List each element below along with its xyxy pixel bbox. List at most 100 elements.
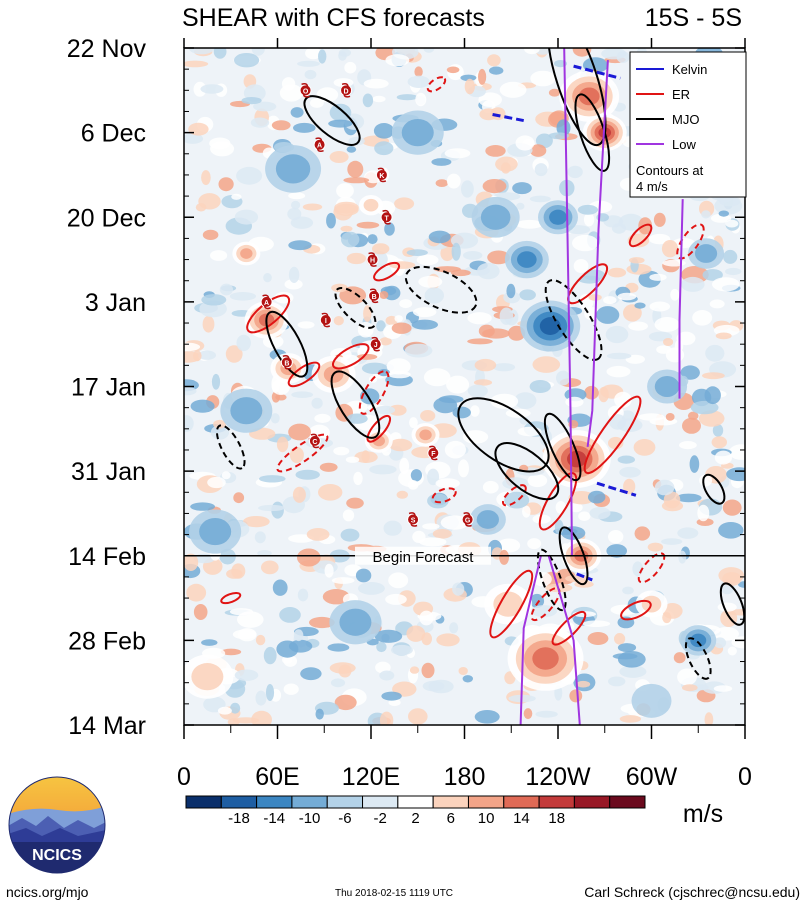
anomaly-cell — [588, 294, 602, 301]
anomaly-cell — [399, 299, 413, 309]
colorbar-bin — [503, 795, 540, 809]
mjo-contour — [494, 442, 560, 501]
anomaly-cell — [202, 229, 219, 240]
anomaly-cell — [340, 225, 353, 232]
anomaly-cell — [319, 462, 338, 472]
anomaly-cell — [731, 636, 745, 649]
anomaly-cell — [388, 698, 401, 707]
storm-marker: B — [368, 288, 381, 304]
anomaly-cell — [217, 706, 232, 715]
anomaly-cell — [373, 123, 395, 139]
anomaly-cell — [572, 234, 599, 252]
anomaly-cell — [374, 405, 396, 415]
anomaly-cell — [341, 231, 360, 248]
legend-label: ER — [672, 87, 690, 102]
anomaly-blob — [265, 145, 322, 193]
anomaly-cell — [529, 144, 547, 157]
anomaly-level — [690, 633, 707, 648]
colorbar-tick-label: -10 — [299, 810, 321, 827]
anomaly-level — [539, 317, 561, 335]
mjo-contour — [558, 526, 589, 586]
anomaly-level — [419, 429, 432, 441]
anomaly-cell — [297, 60, 320, 67]
anomaly-cell — [431, 158, 452, 166]
low-contour — [563, 48, 573, 556]
anomaly-cell — [407, 75, 430, 89]
anomaly-cell — [485, 145, 506, 157]
anomaly-blob — [538, 200, 578, 235]
anomaly-cell — [718, 210, 729, 217]
anomaly-level — [230, 397, 263, 425]
y-tick-label: 14 Feb — [68, 543, 146, 571]
kelvin-contour — [492, 113, 525, 123]
storm-symbol — [299, 84, 312, 97]
anomaly-cell — [184, 133, 204, 144]
anomaly-level — [694, 244, 718, 263]
anomaly-cell — [346, 497, 364, 509]
storm-swirl — [408, 512, 418, 527]
anomaly-cell — [218, 177, 234, 192]
anomaly-cell — [588, 490, 606, 504]
anomaly-cell — [435, 478, 460, 489]
anomaly-level — [631, 683, 672, 718]
anomaly-cell — [444, 440, 466, 459]
anomaly-cell — [234, 669, 259, 681]
anomaly-cell — [690, 400, 719, 415]
anomaly-cell — [432, 529, 452, 539]
colorbar-tick-label: -14 — [263, 810, 285, 827]
anomaly-cell — [720, 609, 738, 627]
anomaly-cell — [415, 92, 427, 107]
anomaly-cell — [279, 607, 301, 623]
anomaly-cell — [535, 133, 553, 149]
er-contour — [426, 76, 447, 93]
anomaly-cell — [423, 368, 451, 387]
y-axis: 22 Nov 6 Dec 20 Dec 3 Jan 17 Jan 31 Jan 14 Feb… — [67, 35, 745, 740]
anomaly-cell — [722, 499, 742, 516]
anomaly-cell — [297, 548, 321, 567]
anomaly-cell — [354, 451, 378, 463]
anomaly-cell — [232, 629, 257, 640]
anomaly-cell — [462, 675, 473, 683]
anomaly-cell — [634, 526, 651, 541]
contour-note: Contours at — [636, 163, 704, 178]
anomaly-cell — [717, 602, 737, 612]
anomaly-cell — [463, 251, 483, 260]
storm-tracks: O D A K T H B A I J B C F S G — [260, 83, 474, 527]
mjo-contour — [536, 548, 567, 612]
anomaly-blob — [647, 369, 688, 404]
anomaly-cell — [661, 538, 683, 545]
anomaly-cell — [250, 117, 270, 128]
anomaly-cell — [662, 259, 686, 267]
footer-site[interactable]: ncics.org/mjo — [6, 884, 89, 900]
anomaly-cell — [679, 441, 697, 450]
anomaly-cell — [331, 577, 355, 584]
er-contour — [489, 569, 534, 639]
anomaly-cell — [409, 417, 418, 429]
anomaly-cell — [309, 616, 335, 629]
anomaly-cell — [242, 516, 270, 528]
anomaly-cell — [324, 563, 334, 578]
anomaly-cell — [619, 466, 641, 478]
anomaly-cell — [565, 396, 584, 408]
storm-swirl — [369, 288, 379, 304]
anomaly-cell — [577, 204, 599, 215]
anomaly-cell — [462, 430, 489, 444]
y-tick-label: 20 Dec — [67, 204, 146, 232]
anomaly-cell — [617, 643, 637, 653]
anomaly-cell — [201, 639, 218, 646]
anomaly-cell — [288, 266, 300, 283]
anomaly-cell — [290, 107, 304, 118]
colorbar-bin — [397, 795, 434, 809]
anomaly-cell — [290, 216, 314, 229]
mjo-contour — [334, 286, 377, 329]
anomaly-cell — [497, 538, 521, 553]
anomaly-cell — [519, 289, 536, 301]
anomaly-cell — [444, 148, 471, 159]
anomaly-cell — [385, 54, 410, 67]
er-contour — [637, 552, 666, 584]
storm-swirl — [310, 433, 320, 449]
er-contour — [366, 414, 392, 443]
chart-region: 15S - 5S — [645, 4, 742, 32]
storm-marker: K — [375, 167, 388, 183]
